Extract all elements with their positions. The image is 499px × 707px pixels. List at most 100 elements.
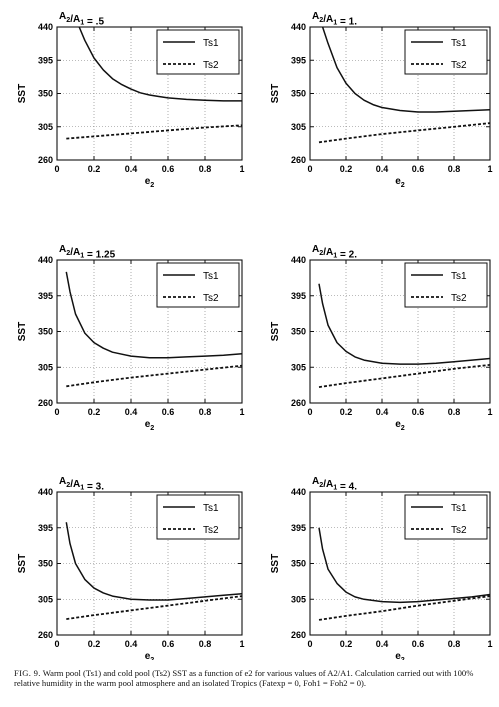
- y-axis-label: SST: [17, 322, 28, 341]
- y-tick-label: 305: [38, 122, 53, 132]
- y-tick-label: 260: [38, 398, 53, 408]
- caption-label: FIG. 9.: [14, 668, 41, 678]
- y-tick-label: 305: [38, 594, 53, 604]
- x-tick-label: 0.4: [376, 407, 389, 417]
- x-tick-label: 1: [487, 639, 492, 649]
- x-tick-label: 1: [239, 407, 244, 417]
- x-axis-label: e2: [145, 419, 155, 432]
- legend: Ts1 Ts2: [404, 262, 488, 308]
- legend-label: Ts2: [203, 525, 219, 536]
- series-line-ts2: [66, 595, 243, 620]
- x-tick-label: 0.8: [448, 639, 461, 649]
- y-tick-label: 350: [38, 89, 53, 99]
- series-line-ts1: [318, 527, 491, 604]
- x-axis-label: e2: [395, 176, 405, 189]
- caption-text: Warm pool (Ts1) and cold pool (Ts2) SST …: [14, 668, 474, 689]
- chart-panel-3: 0 0.2 0.4 0.6 0.8 1 260 305 350 395 440 A2/A1 = 1.2…: [17, 244, 245, 432]
- x-tick-label: 0.6: [162, 639, 175, 649]
- series-line-ts2: [318, 595, 491, 621]
- y-tick-label: 395: [38, 291, 53, 301]
- y-tick-label: 440: [291, 255, 306, 265]
- figure-six-panel-chart: 0 0.2 0.4 0.6 0.8 1 260 305 350 395 440 A2/A1 = .5 e…: [17, 11, 493, 660]
- y-axis-label: SST: [17, 554, 28, 573]
- y-tick-label: 440: [38, 255, 53, 265]
- y-axis-label: SST: [270, 84, 281, 103]
- chart-panel-5: 0 0.2 0.4 0.6 0.8 1 260 305 350 395 440 A2/A1 = 3. e…: [17, 476, 245, 660]
- series-line-ts2: [66, 364, 243, 388]
- x-tick-label: 0.2: [88, 639, 101, 649]
- legend: Ts1 Ts2: [156, 494, 240, 540]
- y-tick-label: 395: [291, 55, 306, 65]
- x-tick-label: 0: [307, 407, 312, 417]
- x-tick-label: 0: [54, 407, 59, 417]
- x-tick-label: 1: [239, 639, 244, 649]
- series-line-ts1: [65, 522, 243, 601]
- x-tick-label: 0.2: [340, 639, 353, 649]
- y-tick-label: 260: [291, 630, 306, 640]
- y-tick-label: 350: [291, 559, 306, 569]
- y-tick-label: 440: [38, 487, 53, 497]
- legend-box: [404, 262, 488, 308]
- legend-box: [404, 494, 488, 540]
- legend-label: Ts1: [451, 38, 467, 49]
- y-tick-label: 350: [38, 327, 53, 337]
- legend-label: Ts1: [203, 503, 219, 514]
- figure-caption: FIG. 9. Warm pool (Ts1) and cold pool (T…: [14, 668, 492, 689]
- y-tick-label: 305: [291, 594, 306, 604]
- y-tick-label: 440: [291, 22, 306, 32]
- legend-label: Ts2: [451, 525, 467, 536]
- y-tick-label: 395: [38, 55, 53, 65]
- y-tick-label: 305: [291, 122, 306, 132]
- x-tick-label: 0: [307, 639, 312, 649]
- x-tick-label: 0.4: [376, 164, 389, 174]
- panel-title: A2/A1 = 4.: [312, 476, 357, 493]
- y-tick-label: 350: [291, 327, 306, 337]
- y-tick-label: 350: [38, 559, 53, 569]
- chart-panel-4: 0 0.2 0.4 0.6 0.8 1 260 305 350 395 440 A2/A1 = 2. e…: [270, 244, 493, 432]
- x-tick-label: 0.4: [125, 407, 138, 417]
- x-tick-label: 1: [487, 164, 492, 174]
- legend-label: Ts2: [203, 60, 219, 71]
- series-line-ts2: [318, 364, 491, 388]
- x-tick-label: 0.6: [412, 164, 425, 174]
- y-tick-label: 395: [291, 523, 306, 533]
- x-tick-label: 0.8: [448, 164, 461, 174]
- x-tick-label: 0.6: [162, 407, 175, 417]
- panel-title: A2/A1 = 1.: [312, 11, 357, 28]
- x-axis-label: e2: [395, 419, 405, 432]
- legend-box: [156, 262, 240, 308]
- y-tick-label: 395: [38, 523, 53, 533]
- panel-title: A2/A1 = 2.: [312, 244, 357, 261]
- legend-label: Ts2: [451, 60, 467, 71]
- x-tick-label: 1: [239, 164, 244, 174]
- x-tick-label: 0.6: [162, 164, 175, 174]
- panel-title: A2/A1 = .5: [59, 11, 104, 28]
- legend-box: [156, 29, 240, 75]
- y-axis-label: SST: [270, 322, 281, 341]
- y-tick-label: 350: [291, 89, 306, 99]
- legend: Ts1 Ts2: [404, 29, 488, 75]
- y-axis-label: SST: [270, 554, 281, 573]
- x-tick-label: 0.8: [199, 639, 212, 649]
- x-tick-label: 0.2: [340, 407, 353, 417]
- x-axis-label: e2: [395, 651, 405, 660]
- legend-box: [404, 29, 488, 75]
- series-line-ts1: [318, 283, 491, 365]
- y-tick-label: 305: [291, 362, 306, 372]
- x-tick-label: 0.4: [376, 639, 389, 649]
- x-tick-label: 0.8: [199, 164, 212, 174]
- y-tick-label: 260: [291, 398, 306, 408]
- y-tick-label: 395: [291, 291, 306, 301]
- legend: Ts1 Ts2: [156, 262, 240, 308]
- legend-label: Ts1: [203, 271, 219, 282]
- chart-panel-2: 0 0.2 0.4 0.6 0.8 1 260 305 350 395 440 A2/A1 = 1. e…: [270, 11, 493, 189]
- series-line-ts2: [66, 124, 243, 140]
- x-tick-label: 0: [307, 164, 312, 174]
- series-line-ts2: [318, 122, 491, 144]
- y-tick-label: 440: [38, 22, 53, 32]
- panel-title: A2/A1 = 1.25: [59, 244, 116, 261]
- chart-panel-6: 0 0.2 0.4 0.6 0.8 1 260 305 350 395 440 A2/A1 = 4. e…: [270, 476, 493, 660]
- x-tick-label: 0: [54, 164, 59, 174]
- y-tick-label: 440: [291, 487, 306, 497]
- legend-label: Ts2: [451, 293, 467, 304]
